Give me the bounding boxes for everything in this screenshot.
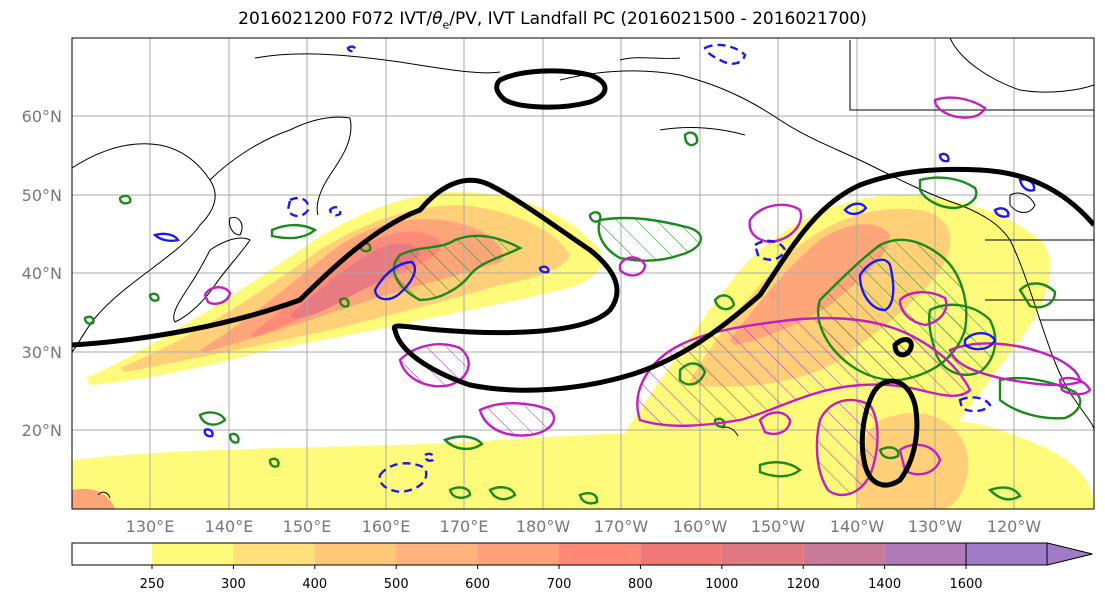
coastlines [72,38,1094,499]
colorbar-swatch-2 [233,543,315,565]
colorbar-swatch-10 [884,543,966,565]
colorbar-swatch-8 [721,543,804,565]
map-title: 2016021200 F072 IVT/θe/PV, IVT Landfall … [238,9,867,32]
lon-tick-150e: 150°E [283,517,332,536]
colorbar-label-1600: 1600 [949,577,982,592]
colorbar-label-600: 600 [465,577,490,592]
lat-tick-30: 30°N [22,343,62,362]
lat-tick-50: 50°N [22,186,62,205]
colorbar-swatch-1 [152,543,234,565]
colorbar-label-1000: 1000 [705,577,738,592]
colorbar-label-500: 500 [384,577,409,592]
lat-tick-40: 40°N [22,264,62,283]
colorbar-label-250: 250 [140,577,165,592]
colorbar-swatch-7 [640,543,722,565]
colorbar-swatch-9 [803,543,885,565]
colorbar-label-300: 300 [221,577,246,592]
lat-tick-20: 20°N [22,421,62,440]
theta-e-contours [203,96,1092,497]
lon-tick-140w: 140°W [830,517,885,536]
colorbar-swatch-5 [477,543,559,565]
colorbar-swatch-11 [965,542,1093,566]
colorbar-label-800: 800 [628,577,653,592]
lon-tick-170w: 170°W [594,517,649,536]
map-frame [71,37,1095,510]
colorbar: 250 300 400 500 600 700 800 1000 1200 1400 1600 [71,542,1093,592]
colorbar-swatch-0 [72,543,152,565]
longitude-labels: 130°E 140°E 150°E 160°E 170°E 180°W 170°… [126,517,1042,536]
lon-tick-160e: 160°E [362,517,411,536]
colorbar-label-1400: 1400 [868,577,901,592]
lon-tick-180w: 180°W [516,517,571,536]
colorbar-label-1200: 1200 [787,577,820,592]
lon-tick-120w: 120°W [987,517,1042,536]
colorbar-swatch-3 [314,543,397,565]
negative-dashed-contours [286,43,992,494]
colorbar-swatch-4 [396,543,478,565]
lon-tick-170e: 170°E [440,517,489,536]
colorbar-swatch-6 [559,543,641,565]
lon-tick-130e: 130°E [126,517,175,536]
colorbar-label-700: 700 [547,577,572,592]
colorbar-label-400: 400 [302,577,327,592]
lat-tick-60: 60°N [22,107,62,126]
lon-tick-140e: 140°E [205,517,254,536]
latitude-labels: 20°N 30°N 40°N 50°N 60°N [22,107,62,440]
lon-tick-150w: 150°W [751,517,806,536]
lon-tick-130w: 130°W [908,517,963,536]
ivt-jet-contours [72,68,1094,488]
lon-tick-160w: 160°W [673,517,728,536]
